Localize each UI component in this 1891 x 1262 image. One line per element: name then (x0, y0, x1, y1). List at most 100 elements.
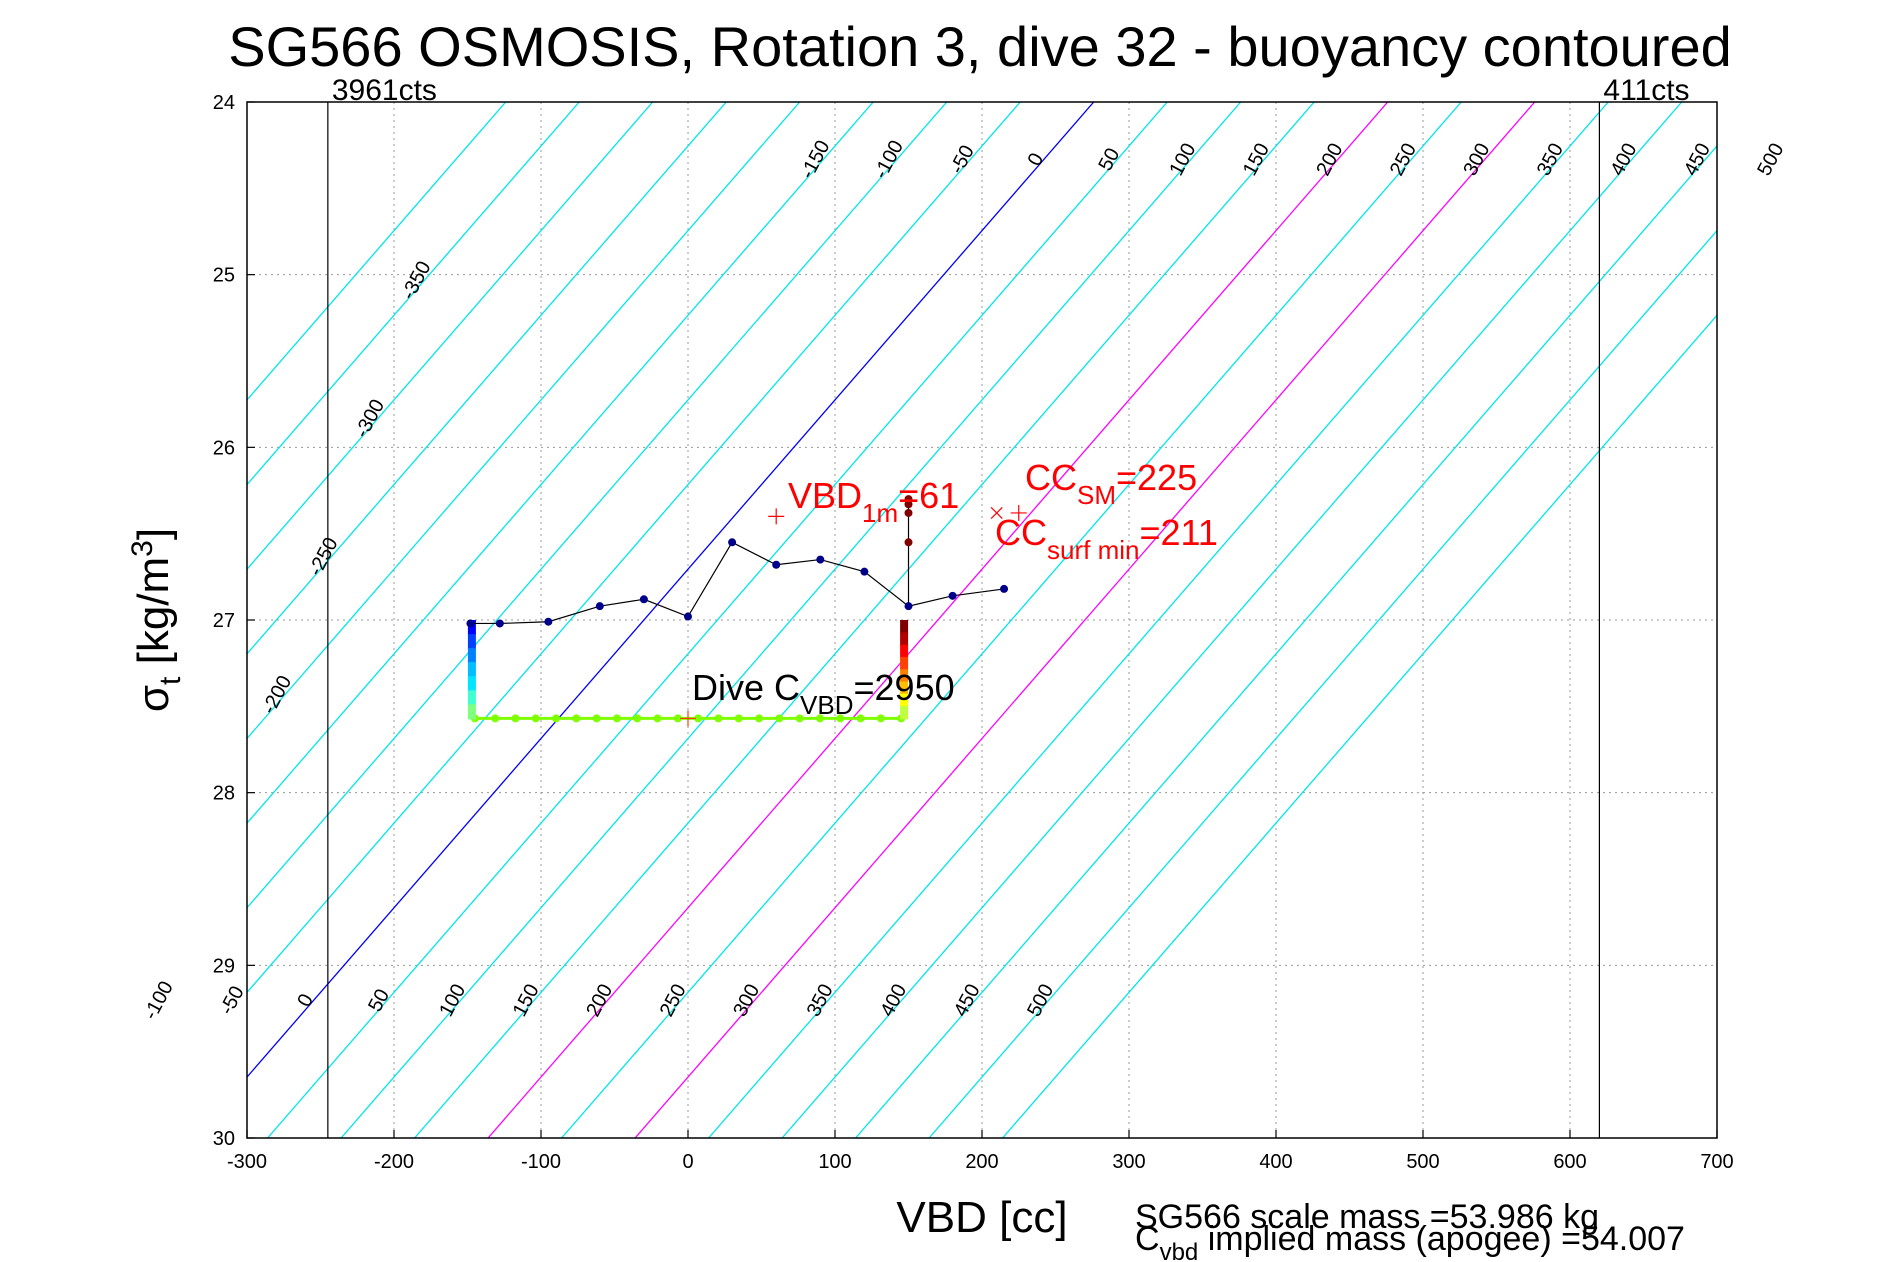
profile-point (639, 595, 648, 604)
dive-segment-point (815, 714, 824, 723)
y-tick-label: 29 (213, 955, 235, 977)
right-column-segment (900, 669, 909, 683)
dive-segment-point (755, 714, 764, 723)
dive-segment-point (552, 714, 561, 723)
marker-stroke (990, 506, 1003, 519)
dive-segment-point (612, 714, 621, 723)
contour-label: 50 (1095, 145, 1125, 175)
contour-label: -50 (216, 983, 249, 1019)
contour-label: 500 (1023, 981, 1058, 1021)
contour-label: 450 (1680, 140, 1715, 180)
contour-label: 300 (729, 981, 764, 1021)
contour-line (1002, 314, 1717, 1138)
y-axis-label-main: σ (129, 685, 178, 712)
y-tick-label: 27 (213, 610, 235, 632)
plus-marker (768, 508, 785, 525)
contour-label: 100 (1165, 140, 1200, 180)
axis-ticks: -300 -200 -100 0 100 200 300 400 500 600 700242526… (213, 92, 1734, 1173)
contour-label: -200 (258, 672, 296, 718)
contour-label: 400 (1606, 140, 1641, 180)
x-tick-label: 300 (1112, 1151, 1145, 1173)
plus-marker (1010, 504, 1027, 521)
branch-point (904, 508, 913, 517)
x-tick-label: 0 (682, 1151, 693, 1173)
contour-line (928, 229, 1717, 1138)
contour-label: -250 (304, 534, 342, 580)
contour-label: -150 (796, 137, 834, 183)
x-tick-label: 700 (1700, 1151, 1733, 1173)
grid (246, 101, 1718, 1139)
right-column-segment (900, 656, 909, 671)
profile-point (948, 591, 957, 600)
left-column-segment (467, 634, 476, 650)
profile-point (816, 555, 825, 564)
y-axis-label-sup: 3 (126, 540, 159, 557)
contour-line (267, 102, 1168, 1138)
x-tick-label: -300 (227, 1151, 267, 1173)
contour-label: -50 (946, 142, 979, 178)
profile-point (684, 612, 692, 621)
dive-segment-point (673, 714, 682, 723)
right-column-segment (900, 620, 909, 634)
profile-point (466, 619, 475, 628)
branch-point (904, 500, 913, 509)
y-axis-label-sub: t (154, 676, 187, 685)
left-column-segment (467, 620, 476, 636)
profile-point (860, 567, 869, 576)
contour-label: -100 (140, 978, 178, 1024)
dive-segment-point (714, 714, 723, 723)
buoyancy-contours (247, 102, 1717, 1138)
profile-point (495, 619, 504, 628)
profile-point (1000, 584, 1009, 593)
y-tick-label: 25 (213, 265, 235, 287)
contour-label: -100 (870, 137, 908, 183)
annotation-dive-c-vbd: Dive CVBD=2950 (692, 667, 955, 720)
contour-label: 100 (435, 981, 470, 1021)
y-tick-label: 26 (213, 437, 235, 459)
data-series (466, 495, 1027, 727)
profile-point (728, 538, 737, 547)
contour-label: 150 (509, 981, 544, 1021)
contour-line (247, 102, 727, 655)
dive-segment-point (572, 714, 581, 723)
contour-line (247, 102, 654, 571)
dive-segment-point (795, 714, 804, 723)
contour-line (247, 102, 948, 909)
contour-label: 50 (364, 986, 394, 1016)
contour-label: 0 (1024, 150, 1049, 170)
x-tick-label: 100 (818, 1151, 851, 1173)
dive-segment-point (592, 714, 601, 723)
branch-point (904, 538, 913, 547)
contour-line (634, 102, 1536, 1138)
dive-segment-point (775, 714, 784, 723)
chart-title: SG566 OSMOSIS, Rotation 3, dive 32 - buo… (228, 15, 1732, 78)
right-column-segment (900, 706, 909, 720)
left-column-segment (467, 648, 476, 664)
contour-line (414, 102, 1315, 1138)
contour-label: 150 (1239, 140, 1274, 180)
dive-segment-point (856, 714, 865, 723)
contour-labels: -150 -100 -50 0 50 100 150 200 250 300 350 400 450 50… (140, 137, 1789, 1024)
contour-label: -350 (397, 258, 435, 304)
dive-segment-point (491, 714, 500, 723)
left-column-segment (467, 676, 476, 692)
contour-line (561, 102, 1462, 1138)
dive-segment-point (511, 714, 520, 723)
dive-segment-point (633, 714, 642, 723)
contour-label: 250 (656, 981, 691, 1021)
contour-line (487, 102, 1389, 1138)
vbd-limit-lines: 3961cts 411cts (327, 74, 1690, 1138)
dive-segment-point (836, 714, 845, 723)
x-tick-label: 600 (1553, 1151, 1586, 1173)
profile-point (904, 602, 913, 611)
left-column-segment (467, 704, 476, 720)
contour-line (247, 102, 874, 825)
right-column-segment (900, 681, 909, 695)
right-column-segment (900, 644, 909, 658)
x-tick-label: 400 (1259, 1151, 1292, 1173)
x-axis-label: VBD [cc] (896, 1193, 1067, 1242)
contour-line (340, 102, 1242, 1138)
dive-segment-point (876, 714, 885, 723)
cross-marker (990, 506, 1003, 519)
contour-line (247, 102, 801, 740)
